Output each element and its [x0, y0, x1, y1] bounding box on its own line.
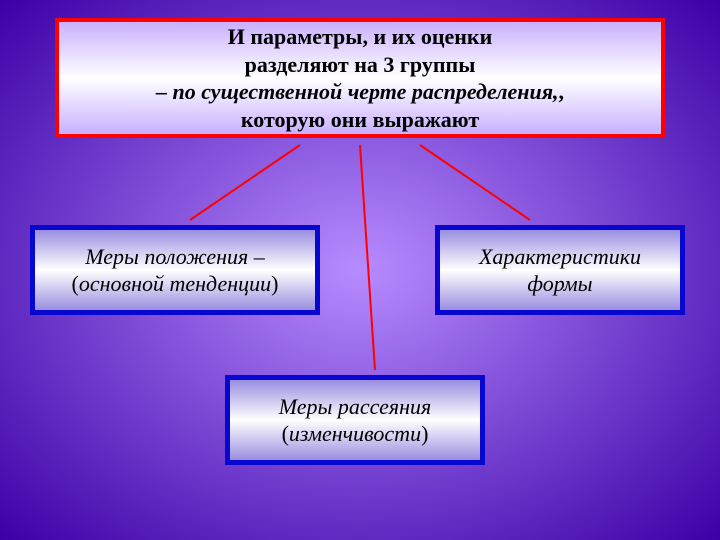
- title-line-2: разделяют на 3 группы: [245, 51, 476, 79]
- title-line-3: – по существенной черте распределения,,: [156, 78, 564, 106]
- sub-left-line-2: (основной тенденции): [72, 270, 279, 298]
- title-box: И параметры, и их оценки разделяют на 3 …: [55, 18, 665, 138]
- title-line-1: И параметры, и их оценки: [228, 23, 493, 51]
- sub-left-line-1: Меры положения –: [85, 243, 265, 271]
- sub-right-line-1: Характеристики: [479, 243, 641, 271]
- sub-box-bottom: Меры рассеяния (изменчивости): [225, 375, 485, 465]
- diagram-stage: И параметры, и их оценки разделяют на 3 …: [0, 0, 720, 540]
- sub-bottom-line-2: (изменчивости): [282, 420, 429, 448]
- sub-right-line-2: формы: [527, 270, 592, 298]
- sub-bottom-line-1: Меры рассеяния: [279, 393, 432, 421]
- title-line-4: которую они выражают: [241, 106, 479, 134]
- sub-box-left: Меры положения – (основной тенденции): [30, 225, 320, 315]
- sub-box-right: Характеристики формы: [435, 225, 685, 315]
